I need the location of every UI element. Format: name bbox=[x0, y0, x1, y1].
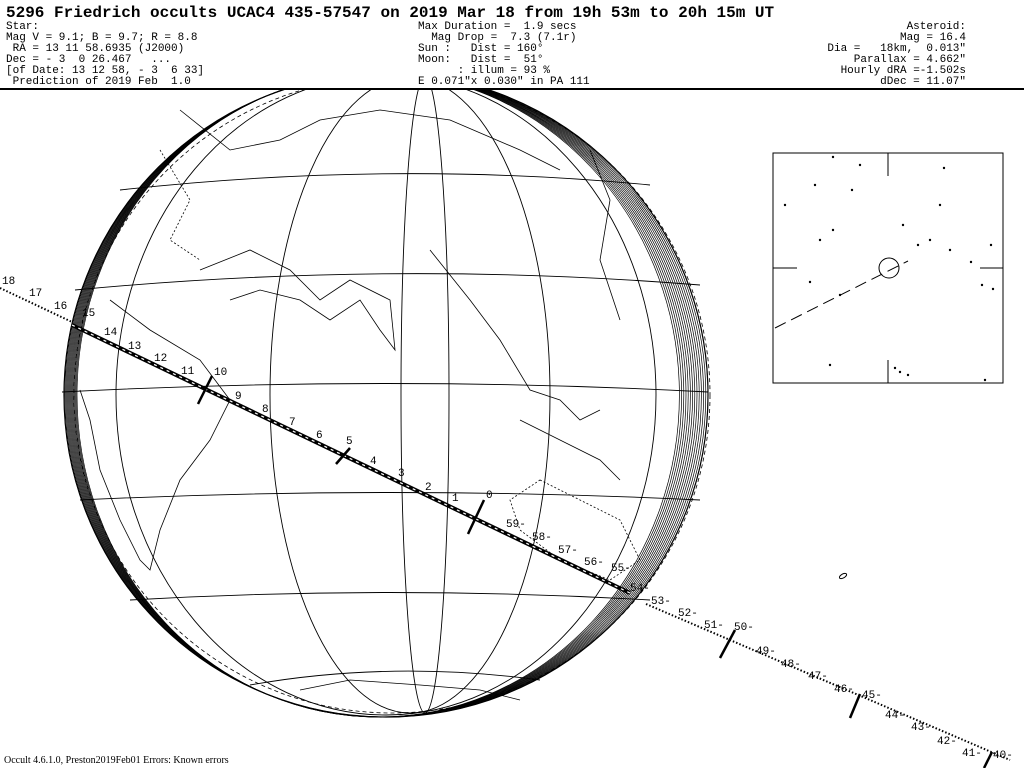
asteroid-line: dDec = 11.07" bbox=[880, 76, 966, 88]
path-time-label: 16 bbox=[54, 301, 67, 313]
path-time-label: 59- bbox=[506, 519, 526, 531]
path-time-label: 48- bbox=[781, 659, 801, 671]
star-line: Star: bbox=[6, 21, 40, 33]
path-time-label: 51- bbox=[704, 620, 724, 632]
star bbox=[948, 248, 952, 252]
path-time-label: 57- bbox=[558, 545, 578, 557]
path-time-label: 10 bbox=[214, 367, 227, 379]
star bbox=[850, 188, 854, 192]
star bbox=[983, 378, 987, 382]
path-time-label: 56- bbox=[584, 557, 604, 569]
path-time-label: 5 bbox=[346, 436, 353, 448]
path-time-label: 58- bbox=[532, 532, 552, 544]
path-time-label: 50- bbox=[734, 622, 754, 634]
star bbox=[808, 280, 812, 284]
path-time-label: 40- bbox=[993, 750, 1013, 762]
asteroid-line: Mag = 16.4 bbox=[899, 32, 966, 44]
event-line: E 0.071"x 0.030" in PA 111 bbox=[418, 76, 590, 88]
globe bbox=[61, 90, 711, 718]
star-line: [of Date: 13 12 58, - 3 6 33] bbox=[6, 65, 205, 77]
event-line: : illum = 93 % bbox=[418, 65, 551, 77]
path-time-label: 46- bbox=[834, 684, 854, 696]
star bbox=[828, 363, 832, 367]
asteroid-info: Asteroid: Mag = 16.4 Dia = 18km, 0.013" Par… bbox=[827, 22, 966, 88]
star bbox=[858, 163, 862, 167]
event-info: Max Duration = 1.9 secs Mag Drop = 7.3 (… bbox=[418, 22, 590, 88]
star bbox=[831, 228, 835, 232]
star bbox=[969, 260, 973, 264]
star-line: Mag V = 9.1; B = 9.7; R = 8.8 bbox=[6, 32, 198, 44]
path-time-label: 0 bbox=[486, 490, 493, 502]
path-time-label: 2 bbox=[425, 482, 432, 494]
path-time-label: 17 bbox=[29, 288, 42, 300]
path-time-label: 49- bbox=[756, 646, 776, 658]
path-time-label: 9 bbox=[235, 391, 242, 403]
path-time-label: 54- bbox=[630, 583, 650, 595]
path-time-label: 53- bbox=[651, 596, 671, 608]
asteroid-line: Parallax = 4.662" bbox=[853, 54, 966, 66]
event-line: Moon: Dist = 51° bbox=[418, 54, 544, 66]
star bbox=[942, 166, 946, 170]
event-line: Mag Drop = 7.3 (7.1r) bbox=[418, 32, 577, 44]
star bbox=[831, 155, 835, 159]
path-time-label: 45- bbox=[862, 690, 882, 702]
star bbox=[838, 293, 842, 297]
path-time-label: 6 bbox=[316, 430, 323, 442]
star bbox=[901, 223, 905, 227]
star bbox=[938, 203, 942, 207]
path-time-label: 47- bbox=[808, 671, 828, 683]
path-time-label: 7 bbox=[289, 417, 296, 429]
path-time-label: 42- bbox=[937, 736, 957, 748]
path-time-label: 18 bbox=[2, 276, 15, 288]
star bbox=[916, 243, 920, 247]
star bbox=[813, 183, 817, 187]
path-time-label: 44- bbox=[885, 710, 905, 722]
path-time-label: 1 bbox=[452, 493, 459, 505]
path-time-label: 41- bbox=[962, 748, 982, 760]
star bbox=[818, 238, 822, 242]
event-line: Max Duration = 1.9 secs bbox=[418, 21, 577, 33]
star bbox=[906, 373, 910, 377]
star bbox=[989, 243, 993, 247]
star bbox=[893, 366, 897, 370]
path-time-label: 55- bbox=[611, 563, 631, 575]
path-time-label: 3 bbox=[398, 468, 405, 480]
asteroid-line: Asteroid: bbox=[906, 21, 966, 33]
asteroid-line: Dia = 18km, 0.013" bbox=[827, 43, 966, 55]
footer: Occult 4.6.1.0, Preston2019Feb01 Errors:… bbox=[4, 755, 229, 766]
star-line: Dec = - 3 0 26.467 ... bbox=[6, 54, 172, 66]
path-time-label: 13 bbox=[128, 341, 141, 353]
path-time-label: 14 bbox=[104, 327, 118, 339]
star-line: RA = 13 11 58.6935 (J2000) bbox=[6, 43, 185, 55]
path-time-label: 4 bbox=[370, 456, 377, 468]
path-time-label: 11 bbox=[181, 366, 195, 378]
asteroid-line: Hourly dRA =-1.502s bbox=[840, 65, 966, 77]
event-line: Sun : Dist = 160° bbox=[418, 43, 544, 55]
star bbox=[898, 370, 902, 374]
path-time-label: 52- bbox=[678, 608, 698, 620]
star-line: Prediction of 2019 Feb 1.0 bbox=[6, 76, 191, 88]
star-info: Star: Mag V = 9.1; B = 9.7; R = 8.8 RA = … bbox=[6, 22, 204, 88]
path-time-label: 12 bbox=[154, 353, 167, 365]
path-time-label: 43- bbox=[911, 722, 931, 734]
title: 5296 Friedrich occults UCAC4 435-57547 o… bbox=[6, 4, 775, 22]
path-bars bbox=[196, 375, 994, 768]
path-time-label: 15 bbox=[82, 308, 95, 320]
star bbox=[980, 283, 984, 287]
star bbox=[783, 203, 787, 207]
star bbox=[991, 287, 995, 291]
path-time-label: 8 bbox=[262, 404, 269, 416]
star bbox=[928, 238, 932, 242]
inset bbox=[772, 152, 1004, 384]
